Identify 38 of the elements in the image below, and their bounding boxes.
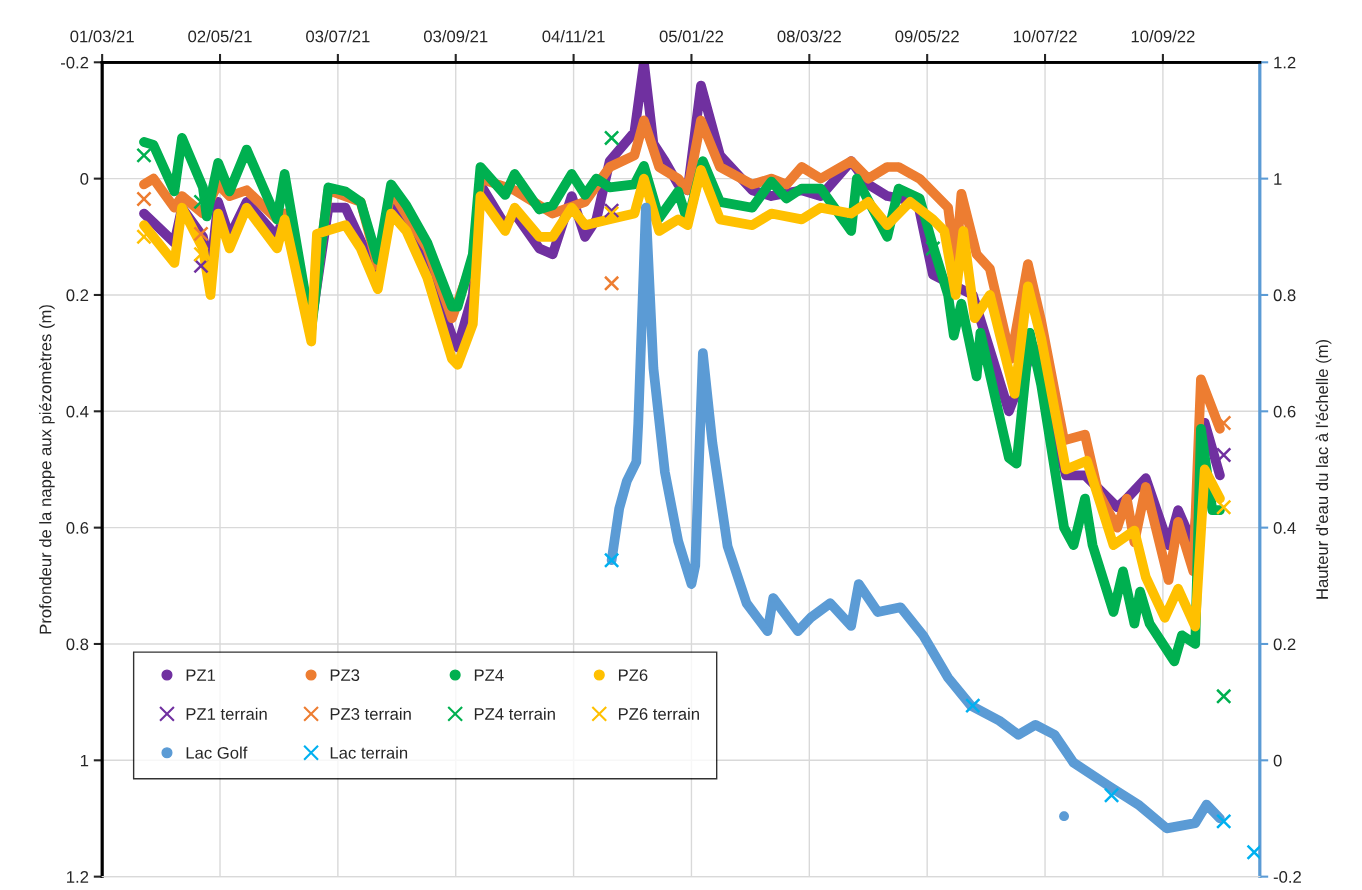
x-tick-label: 03/09/21 [423, 30, 488, 43]
legend-label: PZ4 [474, 669, 504, 681]
y2-tick-label: 0 [1273, 754, 1282, 767]
y2-tick-label: 0.4 [1273, 522, 1296, 534]
y-tick-label: 0.4 [66, 405, 89, 418]
x-tick-label: 09/05/22 [895, 30, 959, 43]
y-tick-label: 0 [80, 173, 89, 185]
x-tick-label: 03/07/21 [306, 30, 370, 43]
legend-label: PZ3 terrain [330, 707, 411, 720]
x-tick-label: 04/11/21 [542, 30, 605, 43]
y2-tick-label: 0.6 [1273, 405, 1296, 418]
x-tick-label: 05/01/22 [659, 30, 724, 43]
legend-label: PZ6 terrain [618, 707, 699, 720]
legend-label: PZ1 terrain [186, 707, 267, 720]
y-tick-label: 1 [80, 754, 89, 767]
x-tick-label: 02/05/21 [188, 30, 252, 43]
legend-label: Lac Golf [186, 746, 248, 759]
y2-axis-title: Hauteur d'eau du lac à l'échelle (m) [1315, 339, 1332, 599]
y-tick-label: 0.6 [66, 522, 89, 534]
x-tick-label: 08/03/22 [777, 30, 841, 43]
legend-label: PZ4 terrain [474, 707, 555, 720]
y-tick-label: -0.2 [60, 56, 89, 69]
legend-label: PZ3 [330, 669, 360, 682]
x-tick-label: 01/03/21 [70, 30, 134, 43]
y2-tick-label: 0.2 [1273, 638, 1296, 651]
x-tick-label: 10/07/22 [1013, 30, 1077, 43]
y-axis-title: Profondeur de la nappe aux piézomètres (m) [38, 305, 55, 634]
y-tick-label: 0.2 [66, 289, 89, 302]
legend-label: PZ6 [618, 669, 648, 682]
y-tick-label: 0.8 [66, 638, 89, 651]
legend-label: PZ1 [186, 669, 216, 681]
y2-tick-label: 1 [1274, 173, 1282, 185]
x-tick-label: 10/09/22 [1131, 30, 1195, 43]
y2-tick-label: 0.8 [1273, 289, 1296, 302]
y-tick-label: 1.2 [67, 871, 89, 883]
legend-label: Lac terrain [330, 746, 408, 759]
y2-tick-label: -0.2 [1273, 871, 1301, 883]
y2-tick-label: 1.2 [1274, 56, 1296, 69]
